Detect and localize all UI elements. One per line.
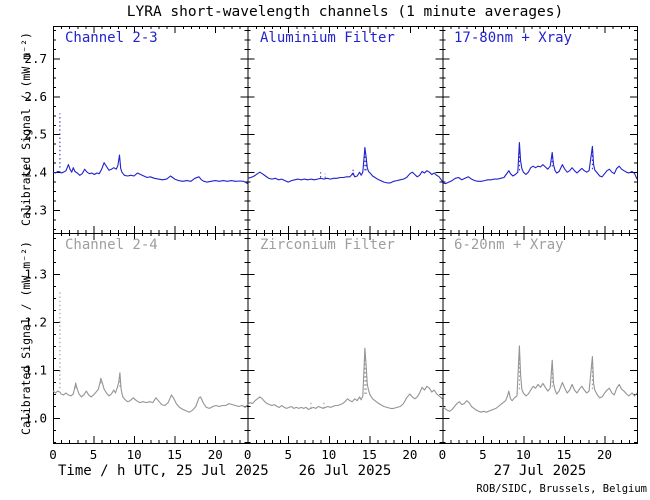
credit-text: ROB/SIDC, Brussels, Belgium <box>476 483 647 495</box>
svg-text:15: 15 <box>362 447 377 462</box>
svg-text:1.2: 1.2 <box>24 314 47 329</box>
svg-text:2.3: 2.3 <box>24 203 47 218</box>
svg-text:2.5: 2.5 <box>24 127 47 142</box>
svg-text:1.1: 1.1 <box>24 362 47 377</box>
svg-text:0: 0 <box>49 447 57 462</box>
svg-text:5: 5 <box>479 447 487 462</box>
panel-label-channel-2-4: Channel 2-4 <box>65 237 158 253</box>
panel-label-17-80nm-xray: 17-80nm + Xray <box>454 30 573 46</box>
svg-text:20: 20 <box>208 447 223 462</box>
svg-text:5: 5 <box>284 447 292 462</box>
svg-text:5: 5 <box>90 447 98 462</box>
panel-label-aluminium-filter: Aluminium Filter <box>260 30 395 46</box>
svg-text:2.4: 2.4 <box>24 165 47 180</box>
panel-label-channel-2-3: Channel 2-3 <box>65 30 158 46</box>
y-axis-label-top: Calibrated Signal / (mW m⁻²) <box>19 32 33 226</box>
svg-text:1.3: 1.3 <box>24 266 47 281</box>
svg-text:2.7: 2.7 <box>24 51 47 66</box>
x-axis-title-day1: Time / h UTC, 25 Jul 2025 <box>58 463 269 479</box>
svg-text:2.6: 2.6 <box>24 89 47 104</box>
svg-text:10: 10 <box>516 447 531 462</box>
svg-text:20: 20 <box>402 447 417 462</box>
svg-text:10: 10 <box>321 447 336 462</box>
svg-text:1.0: 1.0 <box>24 411 47 426</box>
svg-text:15: 15 <box>167 447 182 462</box>
svg-text:20: 20 <box>597 447 612 462</box>
chart-title: LYRA short-wavelength channels (1 minute… <box>126 4 564 20</box>
x-axis-title-day2: 26 Jul 2025 <box>298 463 392 479</box>
svg-text:10: 10 <box>127 447 142 462</box>
y-axis-label-bottom: Calibrated Signal / (mW m⁻²) <box>19 241 33 435</box>
svg-text:15: 15 <box>556 447 571 462</box>
panel-label-6-20nm-xray: 6-20nm + Xray <box>454 237 564 253</box>
panel-label-zirconium-filter: Zirconium Filter <box>260 237 395 253</box>
x-axis-title-day3: 27 Jul 2025 <box>493 463 587 479</box>
svg-text:0: 0 <box>439 447 447 462</box>
svg-text:0: 0 <box>244 447 252 462</box>
